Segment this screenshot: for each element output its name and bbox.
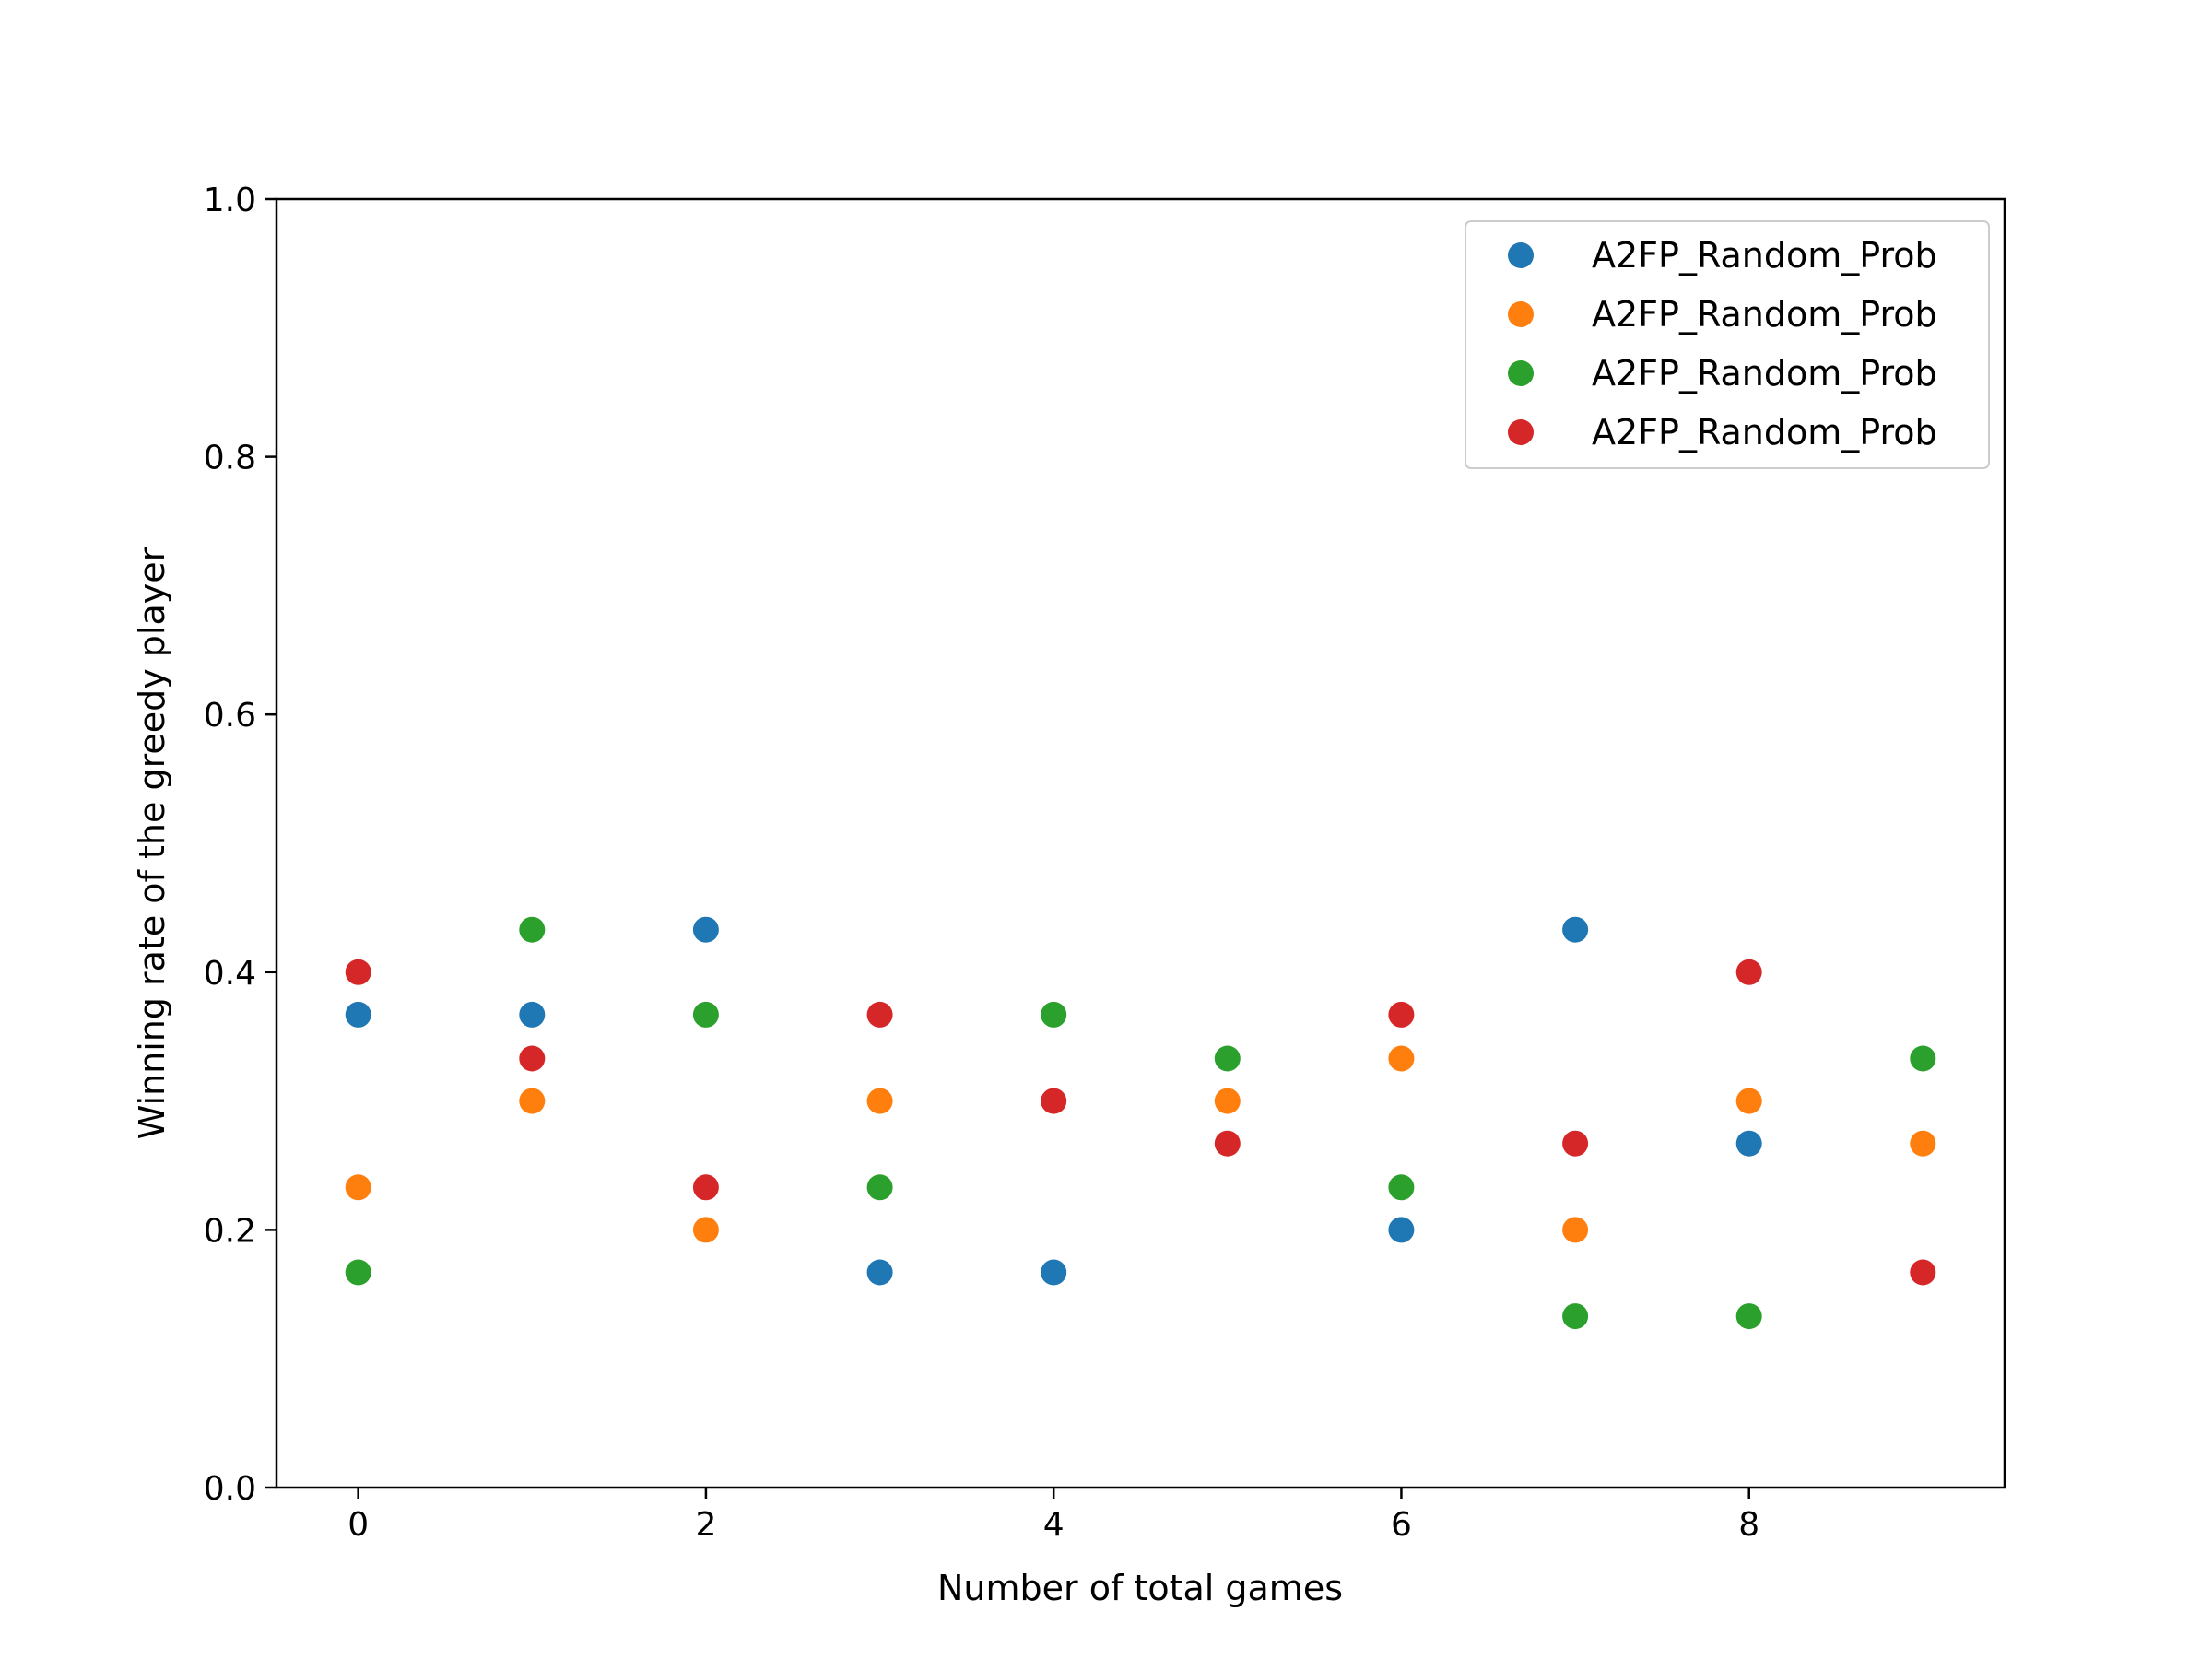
legend-entries: A2FP_Random_Prob A2FP_Random_Prob A2FP_Ran… (1508, 235, 1937, 453)
plot-frame (275, 197, 2006, 1489)
data-point-series-0-x-6 (1388, 1217, 1415, 1243)
data-point-series-3-x-5 (1214, 1130, 1241, 1157)
data-point-series-1-x-1 (519, 1088, 546, 1114)
legend-label-series-2: A2FP_Random_Prob (1592, 353, 1937, 394)
data-point-series-0-x-2 (692, 916, 719, 943)
data-point-series-3-x-9 (1910, 1259, 1936, 1286)
data-point-series-0-x-4 (1041, 1259, 1067, 1286)
data-point-series-1-x-7 (1562, 1217, 1589, 1243)
data-point-series-0-x-8 (1735, 1130, 1762, 1157)
legend-marker-series-2 (1508, 360, 1534, 386)
data-point-series-0-x-1 (519, 1001, 546, 1028)
data-point-series-1-x-3 (866, 1088, 893, 1114)
y-tick-label: 0.6 (204, 697, 256, 735)
data-point-series-1-x-8 (1735, 1088, 1762, 1114)
legend-label-series-1: A2FP_Random_Prob (1592, 294, 1937, 335)
data-point-series-3-x-1 (519, 1045, 546, 1072)
data-point-series-2-x-5 (1214, 1045, 1241, 1072)
data-point-series-1-x-2 (692, 1217, 719, 1243)
x-tick-label: 4 (1043, 1506, 1065, 1544)
data-point-series-3-x-0 (345, 959, 371, 985)
x-tick-label: 2 (695, 1506, 716, 1544)
data-point-series-2-x-1 (519, 916, 546, 943)
data-point-series-2-x-8 (1735, 1303, 1762, 1330)
legend-marker-series-1 (1508, 301, 1534, 327)
legend-marker-series-3 (1508, 419, 1534, 445)
data-point-series-0-x-0 (345, 1001, 371, 1028)
data-point-series-3-x-8 (1735, 959, 1762, 985)
legend-frame (1465, 220, 1990, 469)
legend: A2FP_Random_Prob A2FP_Random_Prob A2FP_Ran… (1465, 220, 1990, 469)
data-point-series-3-x-2 (692, 1174, 719, 1201)
data-point-series-2-x-6 (1388, 1174, 1415, 1201)
data-point-series-2-x-0 (345, 1259, 371, 1286)
data-point-series-0-x-3 (866, 1259, 893, 1286)
data-point-series-2-x-4 (1041, 1001, 1067, 1028)
x-tick-label: 6 (1391, 1506, 1412, 1544)
data-point-series-1-x-0 (345, 1174, 371, 1201)
legend-marker-series-0 (1508, 242, 1534, 268)
data-point-series-2-x-3 (866, 1174, 893, 1201)
y-tick-label: 0.2 (204, 1212, 256, 1250)
data-point-series-2-x-2 (692, 1001, 719, 1028)
data-point-series-1-x-5 (1214, 1088, 1241, 1114)
x-tick-label: 0 (347, 1506, 369, 1544)
data-point-series-0-x-7 (1562, 916, 1589, 943)
data-point-series-3-x-6 (1388, 1001, 1415, 1028)
y-tick-label: 0.0 (204, 1470, 256, 1508)
data-point-series-3-x-7 (1562, 1130, 1589, 1157)
data-points (345, 916, 1936, 1330)
x-axis: 0 2 4 6 8 (347, 1488, 1759, 1544)
data-point-series-3-x-3 (866, 1001, 893, 1028)
legend-label-series-3: A2FP_Random_Prob (1592, 412, 1937, 453)
y-tick-label: 0.4 (204, 955, 256, 993)
y-axis-label: Winning rate of the greedy player (132, 547, 172, 1139)
y-tick-label: 0.8 (204, 440, 256, 477)
y-axis: 0.0 0.2 0.4 0.6 0.8 1.0 (204, 182, 276, 1508)
y-tick-label: 1.0 (204, 182, 256, 219)
x-axis-label: Number of total games (937, 1568, 1343, 1608)
data-point-series-2-x-9 (1910, 1045, 1936, 1072)
data-point-series-1-x-6 (1388, 1045, 1415, 1072)
data-point-series-1-x-9 (1910, 1130, 1936, 1157)
legend-label-series-0: A2FP_Random_Prob (1592, 235, 1937, 276)
data-point-series-3-x-4 (1041, 1088, 1067, 1114)
x-tick-label: 8 (1738, 1506, 1759, 1544)
data-point-series-2-x-7 (1562, 1303, 1589, 1330)
